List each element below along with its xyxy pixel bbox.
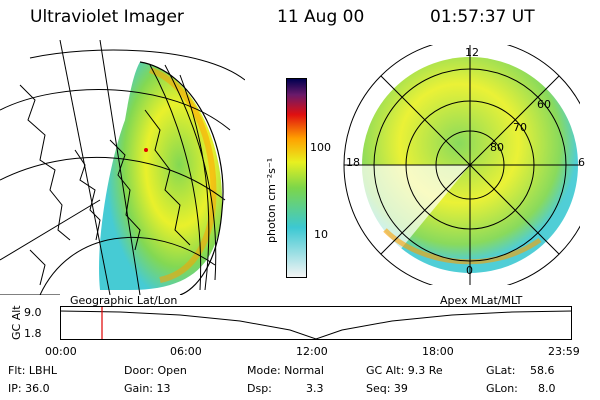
mlt-label-6: 6: [578, 156, 585, 169]
polar-grid: [343, 45, 580, 285]
colorbar-tick-10: 10: [314, 228, 328, 241]
geographic-image-panel: [0, 40, 245, 295]
mlt-label-18: 18: [346, 156, 360, 169]
polar-image-panel: [343, 45, 580, 285]
colorbar-tick-100: 100: [310, 141, 331, 154]
auroral-oval-bright: [148, 67, 217, 283]
time-label: 01:57:37 UT: [430, 7, 535, 27]
coastlines: [19, 84, 191, 286]
date-label: 11 Aug 00: [277, 7, 365, 27]
time-tick-0000: 00:00: [45, 345, 77, 358]
earth-limb: [139, 61, 224, 295]
status-glon-label: GLon:: [486, 382, 518, 395]
status-glat-value: 58.6: [530, 364, 555, 377]
status-gain: Gain: 13: [124, 382, 171, 395]
status-seq: Seq: 39: [366, 382, 408, 395]
altitude-tick-high: 9.0: [24, 306, 42, 319]
altitude-curve: [60, 310, 572, 340]
status-door: Door: Open: [124, 364, 187, 377]
time-tick-1800: 18:00: [422, 345, 454, 358]
altitude-plot-frame: [60, 306, 572, 340]
colorbar: [286, 78, 307, 278]
time-tick-0600: 06:00: [170, 345, 202, 358]
status-gc-alt: GC Alt: 9.3 Re: [366, 364, 443, 377]
sub-spacecraft-dot: [144, 148, 148, 152]
mlat-label-70: 70: [513, 121, 527, 134]
status-filter: Flt: LBHL: [8, 364, 57, 377]
auroral-emission-region: [99, 62, 223, 290]
status-ip: IP: 36.0: [8, 382, 50, 395]
mlat-label-60: 60: [537, 98, 551, 111]
colorbar-unit-label: photon cm⁻²s⁻¹: [265, 157, 278, 243]
geo-grid: [0, 40, 245, 295]
mlt-label-12: 12: [465, 46, 479, 59]
altitude-tick-low: 1.8: [24, 327, 42, 340]
geo-panel-caption: Geographic Lat/Lon: [70, 294, 178, 307]
status-dsp-label: Dsp:: [247, 382, 272, 395]
status-glon-value: 8.0: [538, 382, 556, 395]
status-mode: Mode: Normal: [247, 364, 324, 377]
polar-oval-bright: [383, 228, 542, 265]
altitude-axis-label: GC Alt: [10, 305, 23, 340]
altitude-plot: [60, 306, 572, 340]
status-dsp-value: 3.3: [306, 382, 324, 395]
time-tick-2359: 23:59: [548, 345, 580, 358]
mlt-label-0: 0: [466, 264, 473, 277]
time-tick-1200: 12:00: [296, 345, 328, 358]
mlat-label-80: 80: [490, 141, 504, 154]
status-glat-label: GLat:: [486, 364, 516, 377]
instrument-title: Ultraviolet Imager: [30, 7, 184, 27]
polar-panel-caption: Apex MLat/MLT: [440, 294, 523, 307]
